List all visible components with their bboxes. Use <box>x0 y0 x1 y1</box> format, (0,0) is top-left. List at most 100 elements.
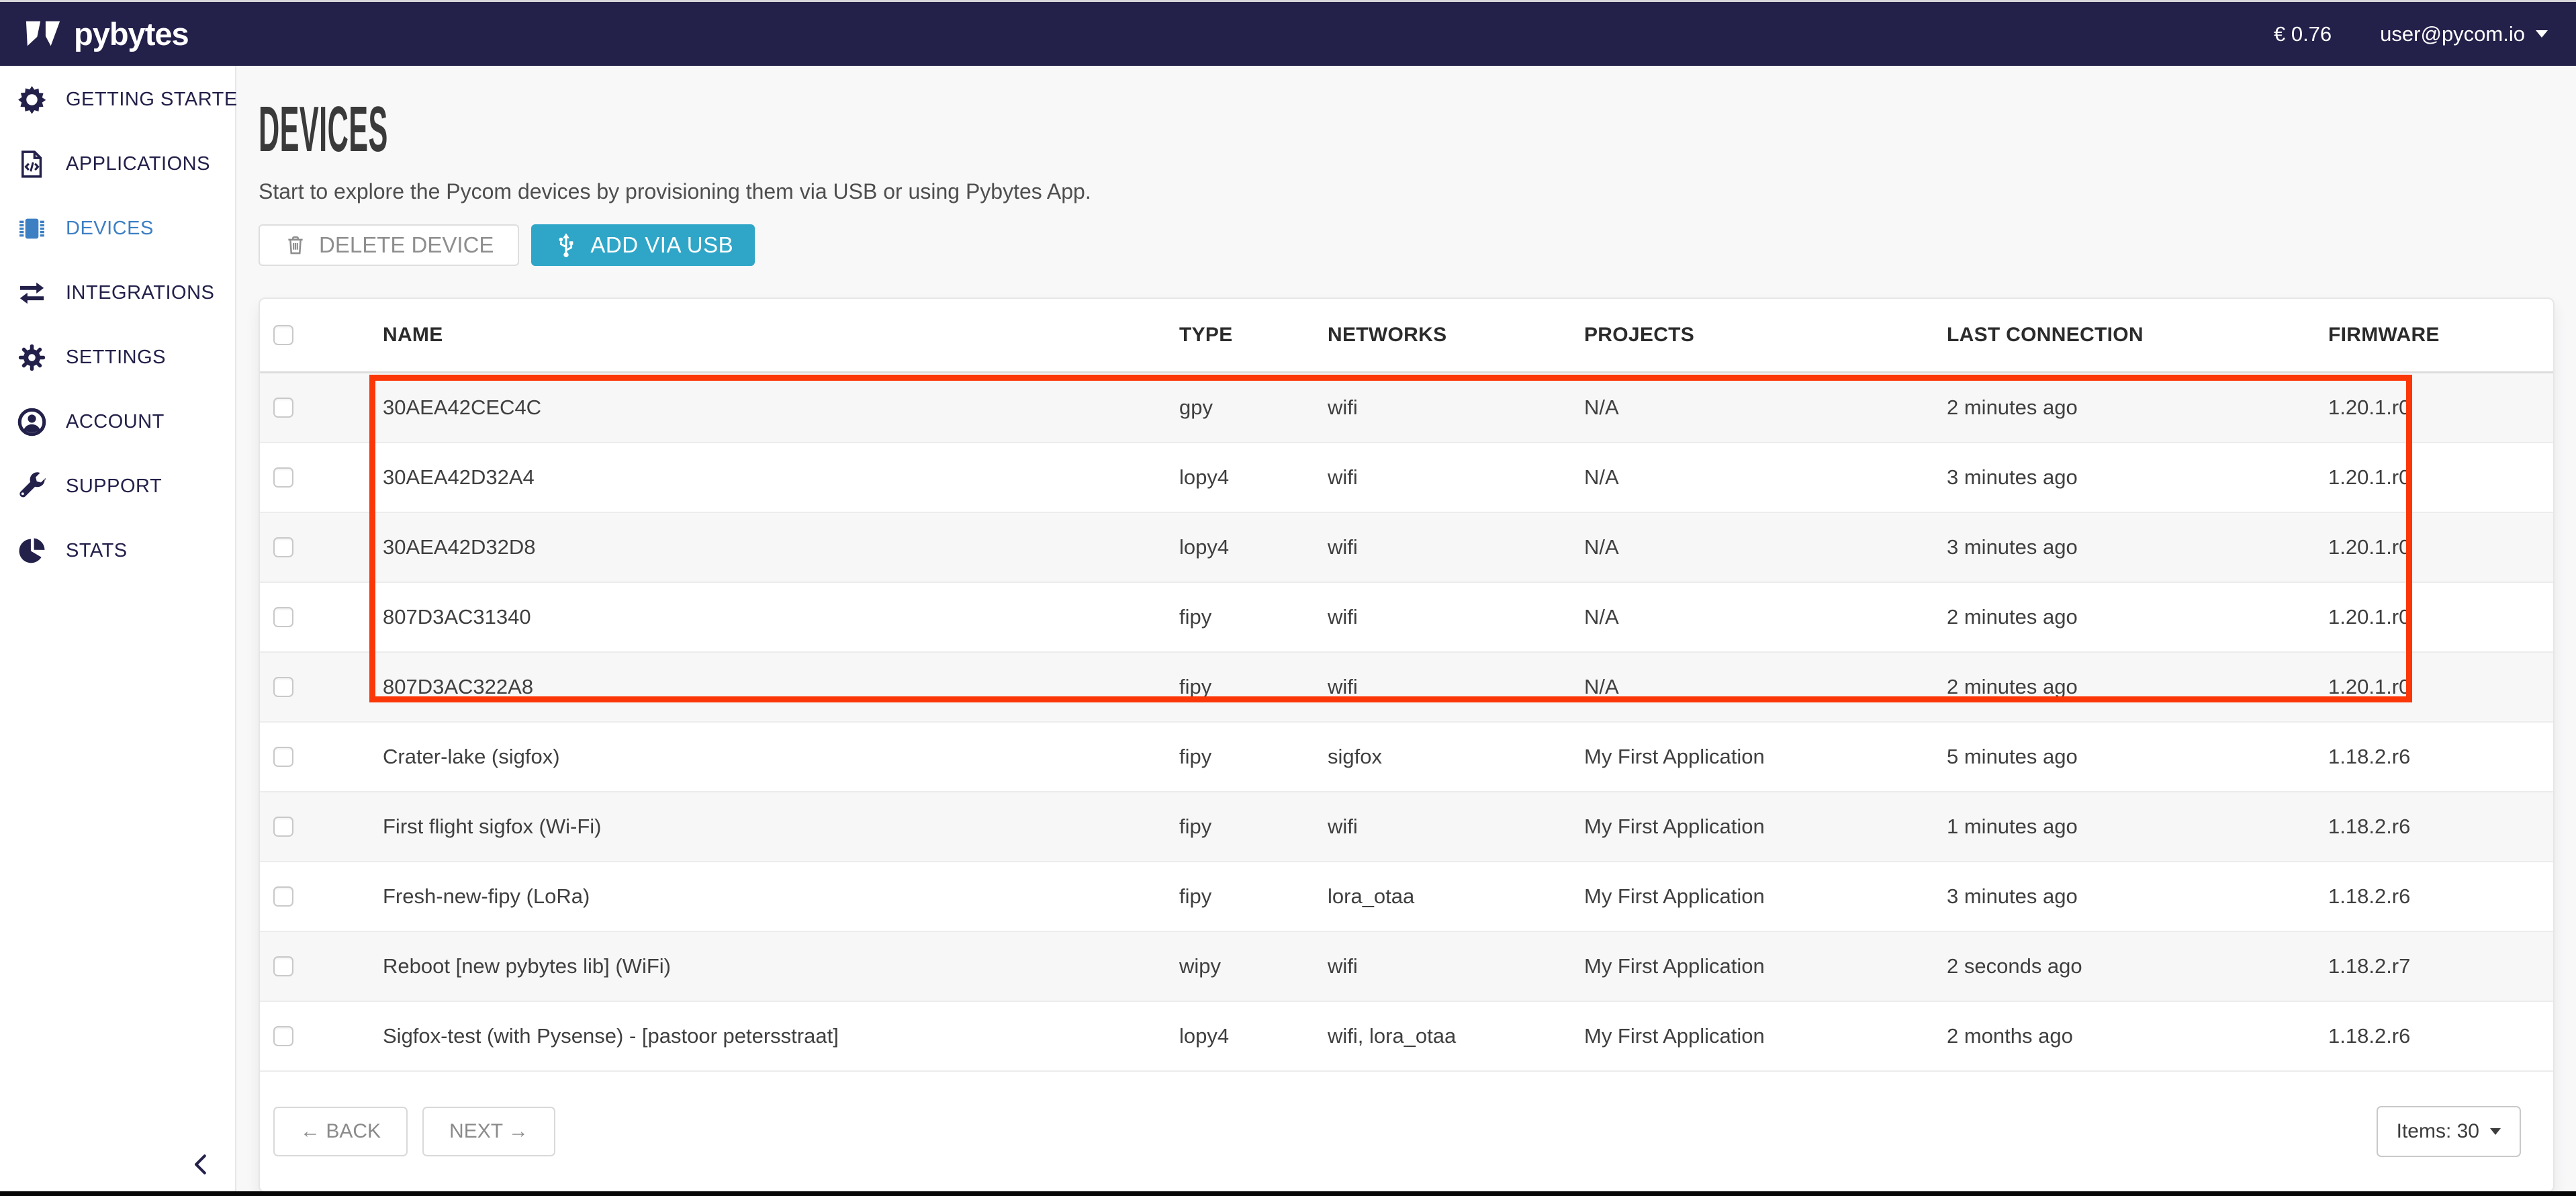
sidebar-item-devices[interactable]: DEVICES <box>0 196 235 261</box>
table-row[interactable]: Crater-lake (sigfox) fipy sigfox My Firs… <box>260 723 2553 792</box>
device-name[interactable]: Sigfox-test (with Pysense) - [pastoor pe… <box>383 1024 839 1048</box>
column-header-last-connection[interactable]: LAST CONNECTION <box>1947 324 2144 346</box>
main-content: DEVICES Start to explore the Pycom devic… <box>236 66 2576 1191</box>
device-type: gpy <box>1179 396 1213 419</box>
pagination-bar: ← BACK NEXT → Items: 30 <box>260 1072 2553 1191</box>
table-row[interactable]: 30AEA42D32D8 lopy4 wifi N/A 3 minutes ag… <box>260 513 2553 583</box>
delete-device-button[interactable]: DELETE DEVICE <box>259 224 520 266</box>
user-circle-icon <box>16 406 48 438</box>
device-last-connection: 2 minutes ago <box>1947 396 2078 419</box>
device-networks: wifi <box>1328 815 1358 838</box>
device-firmware: 1.18.2.r6 <box>2328 884 2411 908</box>
sidebar-item-account[interactable]: ACCOUNT <box>0 389 235 454</box>
device-firmware: 1.18.2.r6 <box>2328 1024 2411 1048</box>
column-header-type[interactable]: TYPE <box>1179 324 1233 346</box>
sidebar-item-support[interactable]: SUPPORT <box>0 454 235 518</box>
table-row[interactable]: Reboot [new pybytes lib] (WiFi) wipy wif… <box>260 932 2553 1002</box>
sidebar-item-label: GETTING STARTED <box>66 88 252 110</box>
collapse-sidebar-chevron-left-icon[interactable] <box>189 1148 214 1181</box>
row-checkbox[interactable] <box>273 677 293 697</box>
table-row[interactable]: 807D3AC322A8 fipy wifi N/A 2 minutes ago… <box>260 653 2553 723</box>
device-projects: My First Application <box>1584 815 1765 838</box>
row-checkbox[interactable] <box>273 1026 293 1046</box>
next-button[interactable]: NEXT → <box>422 1107 555 1156</box>
sidebar-item-integrations[interactable]: INTEGRATIONS <box>0 261 235 325</box>
pycom-logo-icon <box>26 21 60 46</box>
table-row[interactable]: 30AEA42CEC4C gpy wifi N/A 2 minutes ago … <box>260 373 2553 443</box>
bottom-edge-bar <box>0 1191 2576 1196</box>
device-last-connection: 2 months ago <box>1947 1024 2073 1048</box>
column-header-networks[interactable]: NETWORKS <box>1328 324 1447 346</box>
add-via-usb-button[interactable]: ADD VIA USB <box>531 224 755 266</box>
device-last-connection: 5 minutes ago <box>1947 745 2078 768</box>
device-firmware: 1.20.1.r0 <box>2328 675 2411 698</box>
row-checkbox[interactable] <box>273 886 293 907</box>
device-networks: lora_otaa <box>1328 884 1415 908</box>
device-networks: wifi <box>1328 396 1358 419</box>
caret-down-icon <box>2490 1128 2501 1135</box>
device-name[interactable]: 30AEA42D32A4 <box>383 465 535 489</box>
sidebar-item-label: APPLICATIONS <box>66 152 210 175</box>
device-firmware: 1.18.2.r6 <box>2328 815 2411 838</box>
sidebar-item-stats[interactable]: STATS <box>0 518 235 583</box>
column-header-name[interactable]: NAME <box>383 324 443 346</box>
device-projects: N/A <box>1584 675 1619 698</box>
device-last-connection: 2 seconds ago <box>1947 954 2082 978</box>
row-checkbox[interactable] <box>273 607 293 627</box>
items-per-page-label: Items: 30 <box>2396 1120 2479 1142</box>
table-body: 30AEA42CEC4C gpy wifi N/A 2 minutes ago … <box>260 373 2553 1072</box>
code-file-icon <box>16 148 48 180</box>
items-per-page-dropdown[interactable]: Items: 30 <box>2376 1106 2521 1157</box>
device-last-connection: 1 minutes ago <box>1947 815 2078 838</box>
device-type: fipy <box>1179 884 1212 908</box>
row-checkbox[interactable] <box>273 537 293 557</box>
device-name[interactable]: 807D3AC31340 <box>383 605 531 629</box>
row-checkbox[interactable] <box>273 398 293 418</box>
page-title: DEVICES <box>259 93 388 165</box>
table-row[interactable]: First flight sigfox (Wi-Fi) fipy wifi My… <box>260 792 2553 862</box>
sidebar-item-label: INTEGRATIONS <box>66 281 215 304</box>
row-checkbox[interactable] <box>273 956 293 976</box>
trash-icon <box>288 236 303 255</box>
device-name[interactable]: Reboot [new pybytes lib] (WiFi) <box>383 954 671 978</box>
user-menu[interactable]: user@pycom.io <box>2380 22 2548 46</box>
select-all-checkbox[interactable] <box>273 325 293 345</box>
column-header-firmware[interactable]: FIRMWARE <box>2328 324 2440 346</box>
sidebar: GETTING STARTED APPLICATIONS DEVICES INT… <box>0 66 252 1191</box>
table-row[interactable]: Fresh-new-fipy (LoRa) fipy lora_otaa My … <box>260 862 2553 932</box>
device-type: fipy <box>1179 815 1212 838</box>
device-firmware: 1.20.1.r0 <box>2328 535 2411 559</box>
pybytes-logo[interactable]: pybytes <box>24 17 189 51</box>
device-type: fipy <box>1179 675 1212 698</box>
device-networks: wifi <box>1328 675 1358 698</box>
device-name[interactable]: 30AEA42D32D8 <box>383 535 536 559</box>
device-name[interactable]: 807D3AC322A8 <box>383 675 534 698</box>
device-last-connection: 2 minutes ago <box>1947 675 2078 698</box>
device-networks: wifi, lora_otaa <box>1328 1024 1457 1048</box>
table-row[interactable]: 807D3AC31340 fipy wifi N/A 2 minutes ago… <box>260 583 2553 653</box>
row-checkbox[interactable] <box>273 747 293 767</box>
row-checkbox[interactable] <box>273 817 293 837</box>
add-via-usb-label: ADD VIA USB <box>590 232 734 257</box>
chip-icon <box>16 213 48 244</box>
device-type: lopy4 <box>1179 465 1230 489</box>
table-row[interactable]: 30AEA42D32A4 lopy4 wifi N/A 3 minutes ag… <box>260 443 2553 513</box>
device-name[interactable]: Crater-lake (sigfox) <box>383 745 560 768</box>
caret-down-icon <box>2536 30 2548 38</box>
sidebar-item-label: SUPPORT <box>66 475 163 497</box>
pie-chart-icon <box>16 535 48 567</box>
back-button[interactable]: ← BACK <box>273 1107 408 1156</box>
sidebar-item-getting-started[interactable]: GETTING STARTED <box>0 67 252 132</box>
row-checkbox[interactable] <box>273 467 293 488</box>
wrench-icon <box>16 471 48 502</box>
sidebar-item-applications[interactable]: APPLICATIONS <box>0 132 235 196</box>
device-name[interactable]: First flight sigfox (Wi-Fi) <box>383 815 602 838</box>
table-row[interactable]: Sigfox-test (with Pysense) - [pastoor pe… <box>260 1002 2553 1072</box>
device-type: lopy4 <box>1179 1024 1230 1048</box>
account-balance: € 0.76 <box>2273 21 2332 46</box>
column-header-projects[interactable]: PROJECTS <box>1584 324 1695 346</box>
device-name[interactable]: Fresh-new-fipy (LoRa) <box>383 884 590 908</box>
device-firmware: 1.20.1.r0 <box>2328 605 2411 629</box>
device-name[interactable]: 30AEA42CEC4C <box>383 396 542 419</box>
sidebar-item-settings[interactable]: SETTINGS <box>0 325 235 389</box>
